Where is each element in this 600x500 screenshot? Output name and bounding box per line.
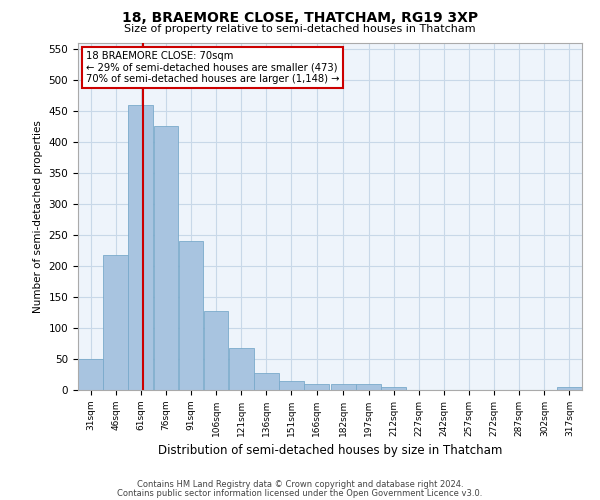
Bar — [179, 241, 203, 390]
Bar — [382, 387, 406, 390]
Bar — [304, 384, 329, 390]
Text: 18 BRAEMORE CLOSE: 70sqm
← 29% of semi-detached houses are smaller (473)
70% of : 18 BRAEMORE CLOSE: 70sqm ← 29% of semi-d… — [86, 51, 339, 84]
Bar — [279, 380, 304, 390]
Bar — [254, 372, 278, 390]
Text: Contains HM Land Registry data © Crown copyright and database right 2024.: Contains HM Land Registry data © Crown c… — [137, 480, 463, 489]
Text: 18, BRAEMORE CLOSE, THATCHAM, RG19 3XP: 18, BRAEMORE CLOSE, THATCHAM, RG19 3XP — [122, 11, 478, 25]
Bar — [103, 254, 128, 390]
Y-axis label: Number of semi-detached properties: Number of semi-detached properties — [33, 120, 43, 312]
Text: Contains public sector information licensed under the Open Government Licence v3: Contains public sector information licen… — [118, 488, 482, 498]
Bar — [229, 348, 254, 390]
Text: Size of property relative to semi-detached houses in Thatcham: Size of property relative to semi-detach… — [124, 24, 476, 34]
Bar — [557, 387, 582, 390]
X-axis label: Distribution of semi-detached houses by size in Thatcham: Distribution of semi-detached houses by … — [158, 444, 502, 458]
Bar — [128, 104, 153, 390]
Bar — [331, 384, 356, 390]
Bar — [356, 384, 381, 390]
Bar — [78, 359, 103, 390]
Bar — [204, 310, 229, 390]
Bar — [154, 126, 178, 390]
